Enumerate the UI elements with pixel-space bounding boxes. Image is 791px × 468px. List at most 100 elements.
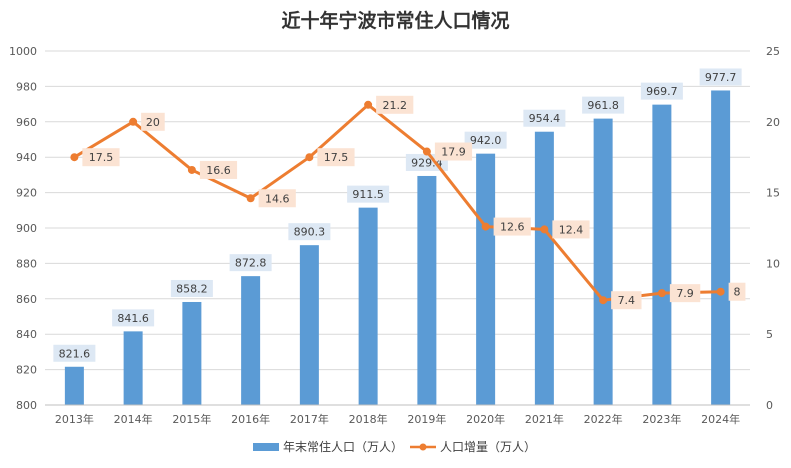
bar-data-label: 942.0 xyxy=(470,134,502,147)
line-label-box xyxy=(141,112,165,131)
y-right-tick-label: 15 xyxy=(766,187,780,200)
line-series: 17.5 20 16.6 14.6 17.5 21.2 17.9 12.6 12.4 7.4 7.9… xyxy=(70,95,746,310)
bar xyxy=(64,366,84,405)
x-tick-label: 2013年 xyxy=(55,412,94,426)
bar-label-box xyxy=(699,68,742,86)
x-tick-label: 2019年 xyxy=(407,412,446,426)
x-tick-label: 2020年 xyxy=(466,412,505,426)
line-label-box xyxy=(669,284,701,303)
y-left-tick-label: 940 xyxy=(16,151,37,164)
line-data-label: 20 xyxy=(146,116,160,129)
y-left-tick-label: 840 xyxy=(16,328,37,341)
y-right-tick-label: 25 xyxy=(766,45,780,58)
bar xyxy=(476,153,496,405)
x-tick-label: 2023年 xyxy=(642,412,681,426)
line-data-label: 21.2 xyxy=(382,99,407,112)
line-point xyxy=(246,194,255,203)
line-data-label: 16.6 xyxy=(206,164,231,177)
bar-label-box xyxy=(464,131,507,149)
line-label-box xyxy=(82,148,120,167)
line-label-box xyxy=(317,148,355,167)
bar xyxy=(358,207,378,405)
y-left-tick-label: 920 xyxy=(16,187,37,200)
y-left-tick-label: 800 xyxy=(16,399,37,412)
line-data-label: 7.9 xyxy=(676,287,694,300)
bar-series: 821.6841.6858.2872.8890.3911.5929.4942.0… xyxy=(53,68,742,406)
line-point xyxy=(716,287,725,296)
bar-label-box xyxy=(229,254,272,272)
line-data-label: 14.6 xyxy=(265,192,290,205)
y-right-tick-label: 5 xyxy=(766,328,773,341)
x-tick-label: 2018年 xyxy=(349,412,388,426)
line-path xyxy=(73,103,721,302)
legend: 年末常住人口（万人） 人口增量（万人） xyxy=(253,440,536,454)
line-data-label: 17.5 xyxy=(89,151,114,164)
line-data-label: 8 xyxy=(734,286,741,299)
bar-label-box xyxy=(523,109,566,127)
chart-title: 近十年宁波市常住人口情况 xyxy=(281,9,509,32)
y-left-tick-label: 820 xyxy=(16,364,37,377)
bar xyxy=(593,118,613,405)
x-tick-label: 2017年 xyxy=(290,412,329,426)
line-data-label: 17.5 xyxy=(324,151,349,164)
line-label-box xyxy=(258,189,296,208)
bar xyxy=(241,276,261,405)
y-right-tick-label: 20 xyxy=(766,116,780,129)
bar-data-label: 841.6 xyxy=(117,312,149,325)
line-point xyxy=(187,165,196,174)
bar-data-label: 977.7 xyxy=(705,71,737,84)
line-label-box xyxy=(611,291,642,310)
line-point xyxy=(129,117,138,126)
bar xyxy=(182,301,202,405)
bar-data-label: 858.2 xyxy=(176,282,208,295)
bar xyxy=(711,90,731,405)
bar-label-box xyxy=(288,223,331,241)
bar-data-label: 911.5 xyxy=(352,188,384,201)
line-label-box xyxy=(493,217,531,236)
y-left-tick-label: 980 xyxy=(16,80,37,93)
gridlines xyxy=(45,50,750,406)
x-tick-label: 2024年 xyxy=(701,412,740,426)
x-tick-label: 2022年 xyxy=(584,412,623,426)
line-label-box xyxy=(376,95,414,114)
bar xyxy=(534,131,554,405)
y-left-tick-label: 900 xyxy=(16,222,37,235)
line-point xyxy=(422,147,431,156)
bar xyxy=(652,104,672,406)
line-data-label: 7.4 xyxy=(618,294,636,307)
bar-data-label: 872.8 xyxy=(235,257,267,270)
bar-label-box xyxy=(640,82,683,100)
y-right-tick-label: 0 xyxy=(766,399,773,412)
x-tick-label: 2021年 xyxy=(525,412,564,426)
x-tick-label: 2016年 xyxy=(231,412,270,426)
bar-label-box xyxy=(53,344,96,362)
bar xyxy=(123,331,143,405)
bar xyxy=(299,245,319,405)
bar-label-box xyxy=(582,96,625,114)
y-left-tick-label: 1000 xyxy=(9,45,37,58)
bar-data-label: 954.4 xyxy=(529,112,561,125)
line-point xyxy=(657,289,666,298)
y-right-tick-label: 10 xyxy=(766,257,780,270)
line-point xyxy=(305,153,314,162)
line-data-label: 12.6 xyxy=(500,221,525,234)
line-data-label: 17.9 xyxy=(441,146,466,159)
legend-label-bar: 年末常住人口（万人） xyxy=(283,440,403,454)
bar-label-box xyxy=(347,185,390,203)
line-point xyxy=(481,222,490,231)
line-point xyxy=(70,153,79,162)
bar-label-box xyxy=(170,279,213,297)
line-point xyxy=(364,100,373,109)
bar-data-label: 969.7 xyxy=(646,85,678,98)
y-left-tick-label: 860 xyxy=(16,293,37,306)
line-point xyxy=(540,225,549,234)
bar-data-label: 890.3 xyxy=(294,226,326,239)
x-tick-label: 2015年 xyxy=(172,412,211,426)
y-left-tick-label: 960 xyxy=(16,116,37,129)
line-label-box xyxy=(552,220,590,239)
legend-swatch-line-marker xyxy=(419,443,427,451)
line-label-box xyxy=(728,282,746,301)
axes: 8008208408608809009209409609801000051015… xyxy=(9,45,780,426)
